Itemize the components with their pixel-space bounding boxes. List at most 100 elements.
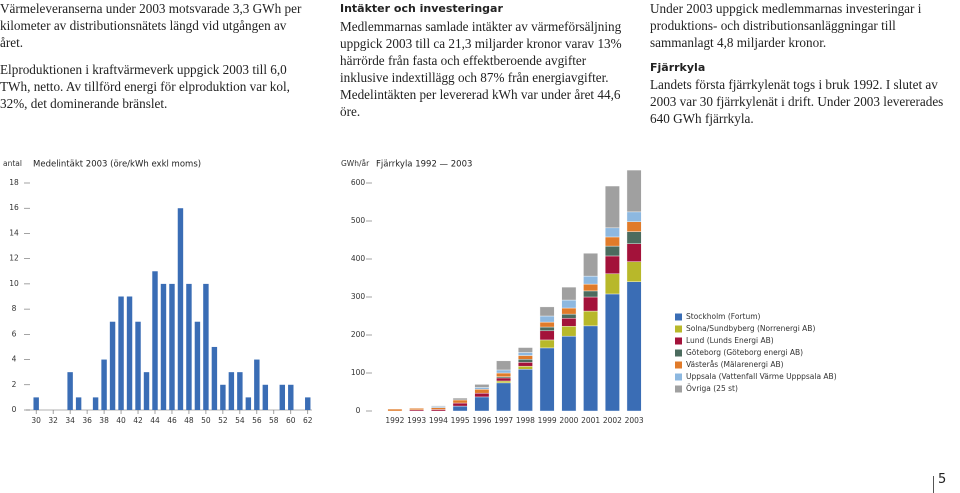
bar-segment — [604, 293, 620, 412]
y-tick-label: 0 — [12, 405, 17, 414]
y-tick-label: 2 — [12, 380, 17, 389]
bar-segment — [561, 286, 577, 301]
bar-segment — [604, 255, 620, 275]
bar-segment — [604, 273, 620, 295]
bar-segment — [474, 389, 490, 394]
y-tick-label: 16 — [9, 203, 19, 212]
bar-segment — [430, 409, 446, 412]
x-tick-label: 1992 — [385, 416, 404, 425]
paragraph: Värmeleveranserna under 2003 motsvarade … — [0, 1, 302, 50]
bar — [67, 372, 73, 410]
bar-segment — [626, 221, 642, 232]
bar-segment — [496, 377, 512, 382]
bar — [194, 321, 201, 410]
bar-segment — [604, 185, 620, 229]
bar-segment — [583, 290, 599, 298]
bar-segment — [517, 347, 533, 353]
bar-segment — [583, 283, 599, 292]
bar-segment — [474, 384, 490, 388]
x-tick-label: 1997 — [494, 416, 513, 425]
bar — [143, 372, 150, 410]
bar-segment — [583, 310, 599, 327]
bar-segment — [496, 360, 512, 371]
y-tick-label: 400 — [351, 254, 366, 263]
bar-segment — [561, 335, 577, 412]
axis-label: GWh/år — [341, 159, 370, 168]
bar-segment — [561, 326, 577, 337]
page-rule — [933, 476, 934, 493]
x-tick-label: 38 — [99, 416, 109, 425]
bar-segment — [626, 281, 642, 412]
bar-segment — [452, 399, 468, 404]
bar-segment — [583, 275, 599, 285]
x-tick-label: 56 — [252, 416, 262, 425]
bar — [237, 372, 243, 410]
bar — [262, 384, 269, 410]
bar-segment — [583, 325, 599, 412]
legend-label: Solna/Sundbyberg (Norrenergi AB) — [686, 324, 815, 333]
bar — [109, 321, 116, 410]
bar-segment — [474, 396, 490, 412]
bar — [118, 296, 124, 410]
chart-title: Medelintäkt 2003 (öre/kWh exkl moms) — [33, 160, 201, 170]
legend-label: Lund (Lunds Energi AB) — [686, 336, 774, 345]
x-tick-label: 1996 — [472, 416, 491, 425]
x-tick-label: 1999 — [538, 416, 557, 425]
axis-label: antal — [3, 159, 22, 168]
y-tick-label: 300 — [351, 292, 366, 301]
bar-segment — [517, 362, 533, 367]
bar-segment — [539, 347, 555, 412]
bar — [75, 397, 82, 410]
x-tick-label: 2003 — [625, 416, 644, 425]
bar-segment — [604, 236, 620, 247]
heading: Intäkter och investeringar — [340, 2, 503, 15]
y-tick-label: 12 — [9, 254, 19, 263]
heading: Fjärrkyla — [650, 61, 706, 74]
y-tick-label: 100 — [351, 368, 366, 377]
bar-segment — [517, 355, 533, 360]
bar-segment — [452, 405, 468, 412]
bar — [220, 384, 226, 410]
bar-segment — [539, 339, 555, 349]
bar-segment — [626, 243, 642, 262]
y-tick-label: 600 — [351, 178, 366, 187]
x-tick-label: 36 — [82, 416, 92, 425]
bar-segment — [474, 387, 490, 390]
y-tick-label: 8 — [12, 304, 17, 313]
paragraph: Elproduktionen i kraftvärmeverk uppgick … — [0, 62, 290, 111]
legend-swatch — [675, 313, 682, 321]
bar — [254, 359, 260, 410]
paragraph: Under 2003 uppgick medlemmarnas invester… — [650, 1, 922, 50]
x-tick-label: 2002 — [603, 416, 622, 425]
bar-segment — [539, 306, 555, 317]
legend-swatch — [675, 325, 682, 333]
y-tick-label: 200 — [351, 330, 366, 339]
x-tick-label: 42 — [133, 416, 143, 425]
paragraph: Medlemmarnas samlade intäkter av värmefö… — [340, 19, 622, 119]
bar-segment — [561, 313, 577, 319]
bar-segment — [561, 307, 577, 315]
bar-segment — [604, 227, 620, 238]
bar — [211, 346, 218, 410]
bar — [186, 283, 192, 410]
bar-segment — [626, 231, 642, 244]
bar-segment — [539, 326, 555, 332]
bar — [160, 283, 167, 410]
bar — [245, 397, 252, 410]
x-tick-label: 58 — [269, 416, 279, 425]
bar-segment — [583, 296, 599, 312]
bar — [228, 372, 235, 410]
bar — [126, 296, 133, 410]
legend-label: Uppsala (Vattenfall Värme Upppsala AB) — [686, 372, 837, 381]
paragraph: Landets första fjärrkylenät togs i bruk … — [650, 77, 944, 126]
x-tick-label: 52 — [218, 416, 228, 425]
bar-segment — [496, 380, 512, 384]
column-3: Under 2003 uppgick medlemmarnas invester… — [650, 0, 955, 127]
bar-segment — [517, 359, 533, 363]
legend-swatch — [675, 373, 682, 381]
legend-swatch — [675, 349, 682, 357]
bar-segment — [496, 372, 512, 377]
bar — [203, 283, 209, 410]
bar-segment — [517, 352, 533, 356]
